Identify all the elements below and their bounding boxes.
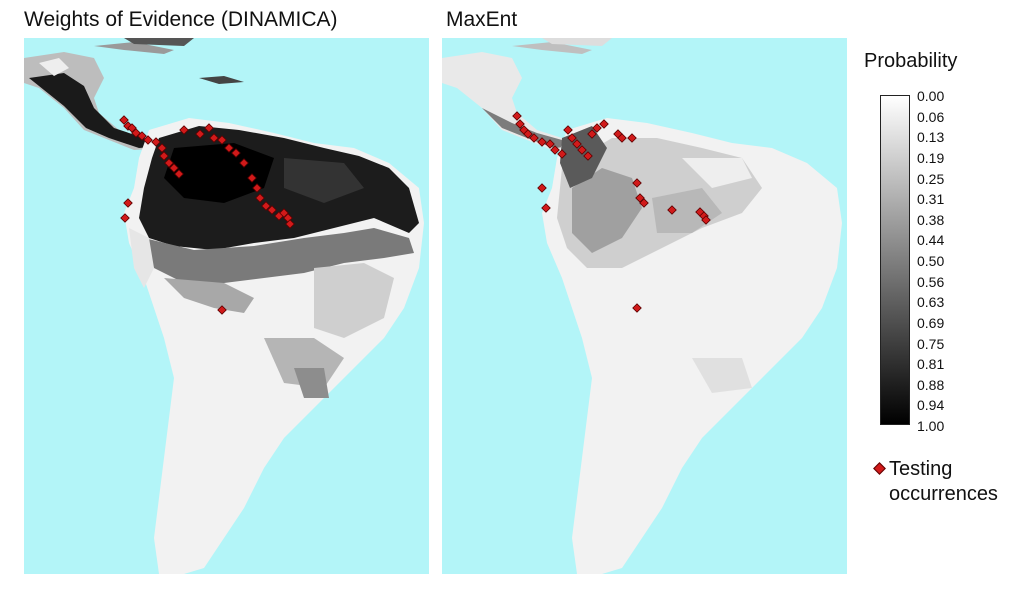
testing-occurrence-point (627, 133, 637, 143)
legend-title: Probability (864, 50, 958, 72)
land-central-america (442, 52, 582, 150)
colorbar-tick-label: 0.63 (917, 294, 945, 311)
testing-occurrence-point (523, 129, 533, 139)
testing-occurrence-point (151, 137, 161, 147)
testing-occurrence-point (545, 139, 555, 149)
testing-occurrence-point (164, 158, 174, 168)
testing-occurrence-point (267, 205, 277, 215)
testing-occurrence-point (120, 213, 130, 223)
colorbar-tick-label: 0.50 (917, 253, 945, 269)
colorbar-tick-label: 0.31 (917, 191, 945, 208)
testing-occurrence-point (261, 201, 271, 211)
testing-occurrence-point (639, 198, 649, 208)
testing-occurrence-point (667, 205, 677, 215)
colorbar-tick-label: 0.44 (917, 232, 945, 249)
colorbar-tick-label: 0.56 (917, 273, 945, 290)
testing-occurrence-point (179, 125, 189, 135)
map-weights-of-evidence (24, 38, 429, 574)
testing-occurrence-point (550, 145, 560, 155)
testing-occurrence-point (231, 148, 241, 158)
testing-occurrence-point (567, 133, 577, 143)
occurrence-legend-label-line1: Testing (889, 458, 953, 480)
panel-title-right: MaxEnt (446, 8, 518, 31)
testing-occurrence-point (572, 139, 582, 149)
testing-occurrence-point (632, 178, 642, 188)
testing-occurrence-point (157, 143, 167, 153)
land-caribbean (94, 42, 174, 54)
colorbar-tick-label: 0.13 (917, 129, 945, 146)
testing-occurrence-point (252, 183, 262, 193)
colorbar-tick-label: 0.81 (917, 356, 945, 373)
colorbar-tick-label: 0.69 (917, 314, 945, 331)
colorbar-tick-label: 0.94 (917, 397, 945, 414)
land-caribbean (512, 42, 592, 54)
colorbar-tick-label: 0.06 (917, 108, 945, 125)
testing-occurrence-point (239, 158, 249, 168)
testing-occurrence-point (632, 303, 642, 313)
testing-occurrence-point (541, 203, 551, 213)
testing-occurrence-point (224, 143, 234, 153)
testing-occurrence-point (577, 145, 587, 155)
colorbar-tick-label: 0.38 (917, 211, 945, 228)
testing-occurrence-point (583, 151, 593, 161)
testing-occurrence-point (143, 135, 153, 145)
testing-occurrence-point (285, 219, 295, 229)
colorbar-tick-label: 1.00 (917, 418, 945, 434)
testing-occurrence-point (247, 173, 257, 183)
testing-occurrence-point (209, 133, 219, 143)
testing-occurrence-point (592, 123, 602, 133)
colorbar-tick-label: 0.25 (917, 170, 945, 187)
testing-occurrence-point (701, 215, 711, 225)
testing-occurrence-point (217, 135, 227, 145)
testing-occurrence-point (512, 111, 522, 121)
testing-occurrence-point (217, 305, 227, 315)
testing-occurrence-point (123, 198, 133, 208)
testing-occurrence-point (515, 119, 525, 129)
testing-occurrence-point (587, 129, 597, 139)
colorbar-tick-label: 0.19 (917, 149, 945, 166)
probability-colorbar (880, 95, 910, 425)
colorbar-tick-label: 0.75 (917, 335, 945, 352)
testing-occurrence-point (204, 123, 214, 133)
testing-occurrence-point (255, 193, 265, 203)
occurrence-marker-icon (873, 462, 886, 475)
testing-occurrence-point (617, 133, 627, 143)
testing-occurrence-point (557, 149, 567, 159)
testing-occurrence-point (169, 163, 179, 173)
testing-occurrence-point (537, 137, 547, 147)
map-maxent (442, 38, 847, 574)
testing-occurrence-point (195, 129, 205, 139)
testing-occurrence-point (174, 169, 184, 179)
testing-occurrence-point (563, 125, 573, 135)
panel-title-left: Weights of Evidence (DINAMICA) (24, 8, 338, 31)
colorbar-tick-label: 0.00 (917, 88, 945, 104)
testing-occurrence-point (137, 131, 147, 141)
colorbar-tick-label: 0.88 (917, 376, 945, 393)
testing-occurrence-point (599, 119, 609, 129)
testing-occurrence-point (537, 183, 547, 193)
testing-occurrence-point (529, 133, 539, 143)
testing-occurrence-point (159, 151, 169, 161)
testing-occurrence-point (119, 115, 129, 125)
occurrence-legend-label-line2: occurrences (889, 483, 998, 505)
